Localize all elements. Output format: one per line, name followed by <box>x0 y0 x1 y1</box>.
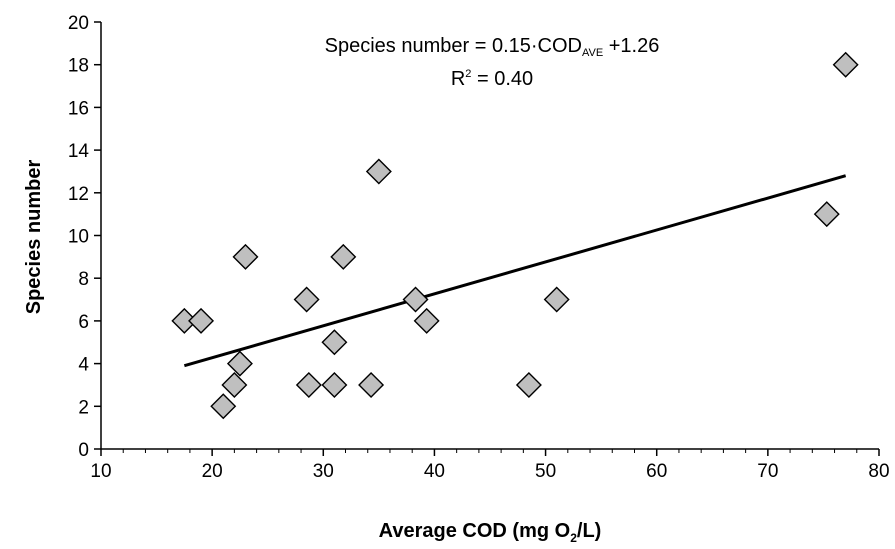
data-point <box>221 371 248 398</box>
data-point <box>813 201 840 228</box>
data-point <box>365 158 392 185</box>
data-point <box>321 329 348 356</box>
y-tick-label: 12 <box>68 184 89 205</box>
x-tick-label: 80 <box>868 461 889 482</box>
data-point <box>293 286 320 313</box>
y-tick-label: 10 <box>68 227 89 248</box>
data-point <box>226 350 253 377</box>
r-squared: R2 = 0.40 <box>451 68 533 90</box>
y-tick-label: 0 <box>78 440 89 461</box>
x-tick-label: 40 <box>424 461 445 482</box>
data-point <box>402 286 429 313</box>
data-point <box>188 307 215 334</box>
y-tick-label: 2 <box>78 397 89 418</box>
data-point <box>330 243 357 270</box>
y-axis-title: Species number <box>23 160 45 315</box>
data-point <box>543 286 570 313</box>
y-tick-label: 14 <box>68 141 90 162</box>
regression-trendline <box>183 174 847 368</box>
data-point <box>413 307 440 334</box>
x-tick-label: 10 <box>90 461 111 482</box>
x-tick-label: 30 <box>313 461 334 482</box>
y-tick-label: 6 <box>78 312 89 333</box>
data-point <box>358 371 385 398</box>
x-axis-title: Average COD (mg O2/L) <box>379 520 602 545</box>
x-tick-label: 50 <box>535 461 556 482</box>
data-point <box>295 371 322 398</box>
y-tick-label: 4 <box>78 355 89 376</box>
y-tick-label: 16 <box>68 98 89 119</box>
y-tick-label: 8 <box>78 269 89 290</box>
data-point <box>832 51 859 78</box>
data-point <box>321 371 348 398</box>
regression-equation: Species number = 0.15·CODAVE +1.26 <box>325 35 660 59</box>
data-point <box>210 393 237 420</box>
data-point <box>515 371 542 398</box>
x-tick-label: 20 <box>202 461 223 482</box>
trendline-layer <box>183 174 847 368</box>
y-tick-label: 20 <box>68 13 89 34</box>
y-tick-label: 18 <box>68 56 89 77</box>
data-point <box>232 243 259 270</box>
x-tick-label: 70 <box>757 461 778 482</box>
points-layer <box>171 51 859 420</box>
x-tick-label: 60 <box>646 461 667 482</box>
axes-layer: 0 2 4 6 8 10 12 14 16 18 20 10 20 30 40 50 60 70 80 <box>68 13 890 482</box>
